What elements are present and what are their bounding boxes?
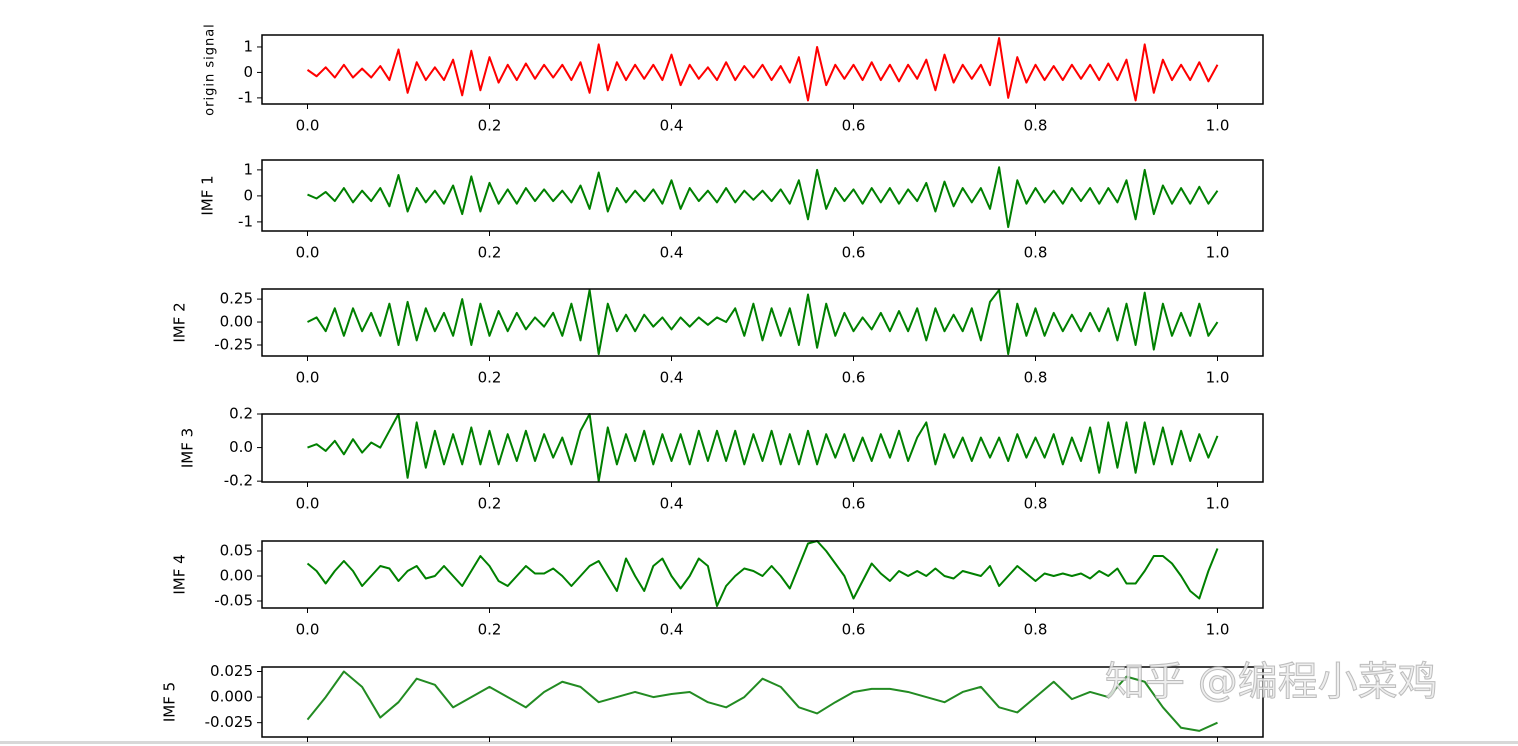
- x-tick-label: 0.8: [1024, 369, 1048, 387]
- x-tick-label: 0.0: [296, 369, 320, 387]
- x-tick-label: 0.8: [1024, 621, 1048, 639]
- x-tick-label: 1.0: [1206, 621, 1230, 639]
- x-tick-label: 1.0: [1206, 117, 1230, 135]
- axes-frame: [261, 666, 1264, 738]
- x-tick-label: 0.2: [478, 495, 502, 513]
- x-tick-label: 0.6: [842, 495, 866, 513]
- y-tick-label: -0.25: [214, 335, 253, 353]
- x-tick-label: 0.4: [660, 621, 684, 639]
- x-tick-label: 0.4: [660, 244, 684, 262]
- y-tick-label: -0.2: [224, 472, 253, 490]
- y-tick-label: -1: [238, 88, 253, 106]
- y-tick-label: 0.0: [229, 438, 253, 456]
- x-tick-label: 0.0: [296, 244, 320, 262]
- y-tick-label: -0.05: [214, 592, 253, 610]
- x-tick-label: 0.0: [296, 117, 320, 135]
- x-tick-label: 0.6: [842, 244, 866, 262]
- y-tick-label: 0.00: [220, 313, 253, 331]
- y-tick-label: 0.25: [220, 290, 253, 308]
- watermark: 知乎 @编程小菜鸡: [1105, 659, 1438, 705]
- x-tick-label: 0.2: [478, 244, 502, 262]
- y-axis-label: IMF 3: [179, 428, 197, 468]
- y-tick-label: -1: [238, 212, 253, 230]
- x-tick-label: 0.6: [842, 117, 866, 135]
- axes-frame: [261, 34, 1264, 105]
- signal-line: [306, 37, 1219, 102]
- y-tick-label: 0: [243, 63, 253, 81]
- y-tick-label: 0.025: [210, 662, 253, 680]
- x-tick-label: 0.0: [296, 495, 320, 513]
- axes-frame: [261, 540, 1264, 609]
- y-tick-label: 0.2: [229, 405, 253, 423]
- x-tick-label: 0.4: [660, 117, 684, 135]
- x-tick-label: 0.4: [660, 495, 684, 513]
- x-tick-label: 0.8: [1024, 117, 1048, 135]
- y-tick-label: 0: [243, 186, 253, 204]
- x-tick-label: 0.4: [660, 369, 684, 387]
- signal-line: [306, 670, 1218, 732]
- y-axis-label: IMF 5: [161, 682, 179, 722]
- signal-line: [306, 540, 1219, 607]
- y-tick-label: 0.00: [220, 567, 253, 585]
- y-tick-label: 1: [243, 37, 253, 55]
- x-tick-label: 1.0: [1206, 244, 1230, 262]
- signal-line: [307, 413, 1219, 483]
- y-tick-label: 0.000: [210, 688, 253, 706]
- y-axis-label: IMF 2: [171, 302, 189, 342]
- y-tick-label: 1: [243, 160, 253, 178]
- y-tick-label: -0.025: [205, 713, 253, 731]
- x-tick-label: 1.0: [1206, 495, 1230, 513]
- x-tick-label: 0.0: [296, 621, 320, 639]
- y-axis-label: IMF 1: [199, 175, 217, 215]
- y-axis-label: origin signal: [203, 23, 218, 116]
- x-tick-label: 0.6: [842, 369, 866, 387]
- signal-line: [307, 288, 1219, 356]
- x-tick-label: 0.8: [1024, 244, 1048, 262]
- x-tick-label: 0.2: [478, 621, 502, 639]
- x-tick-label: 0.6: [842, 621, 866, 639]
- x-tick-label: 0.2: [478, 369, 502, 387]
- x-tick-label: 0.8: [1024, 495, 1048, 513]
- x-tick-label: 1.0: [1206, 369, 1230, 387]
- x-tick-label: 0.2: [478, 117, 502, 135]
- y-axis-label: IMF 4: [171, 554, 189, 594]
- signal-line: [307, 166, 1219, 229]
- y-tick-label: 0.05: [220, 542, 253, 560]
